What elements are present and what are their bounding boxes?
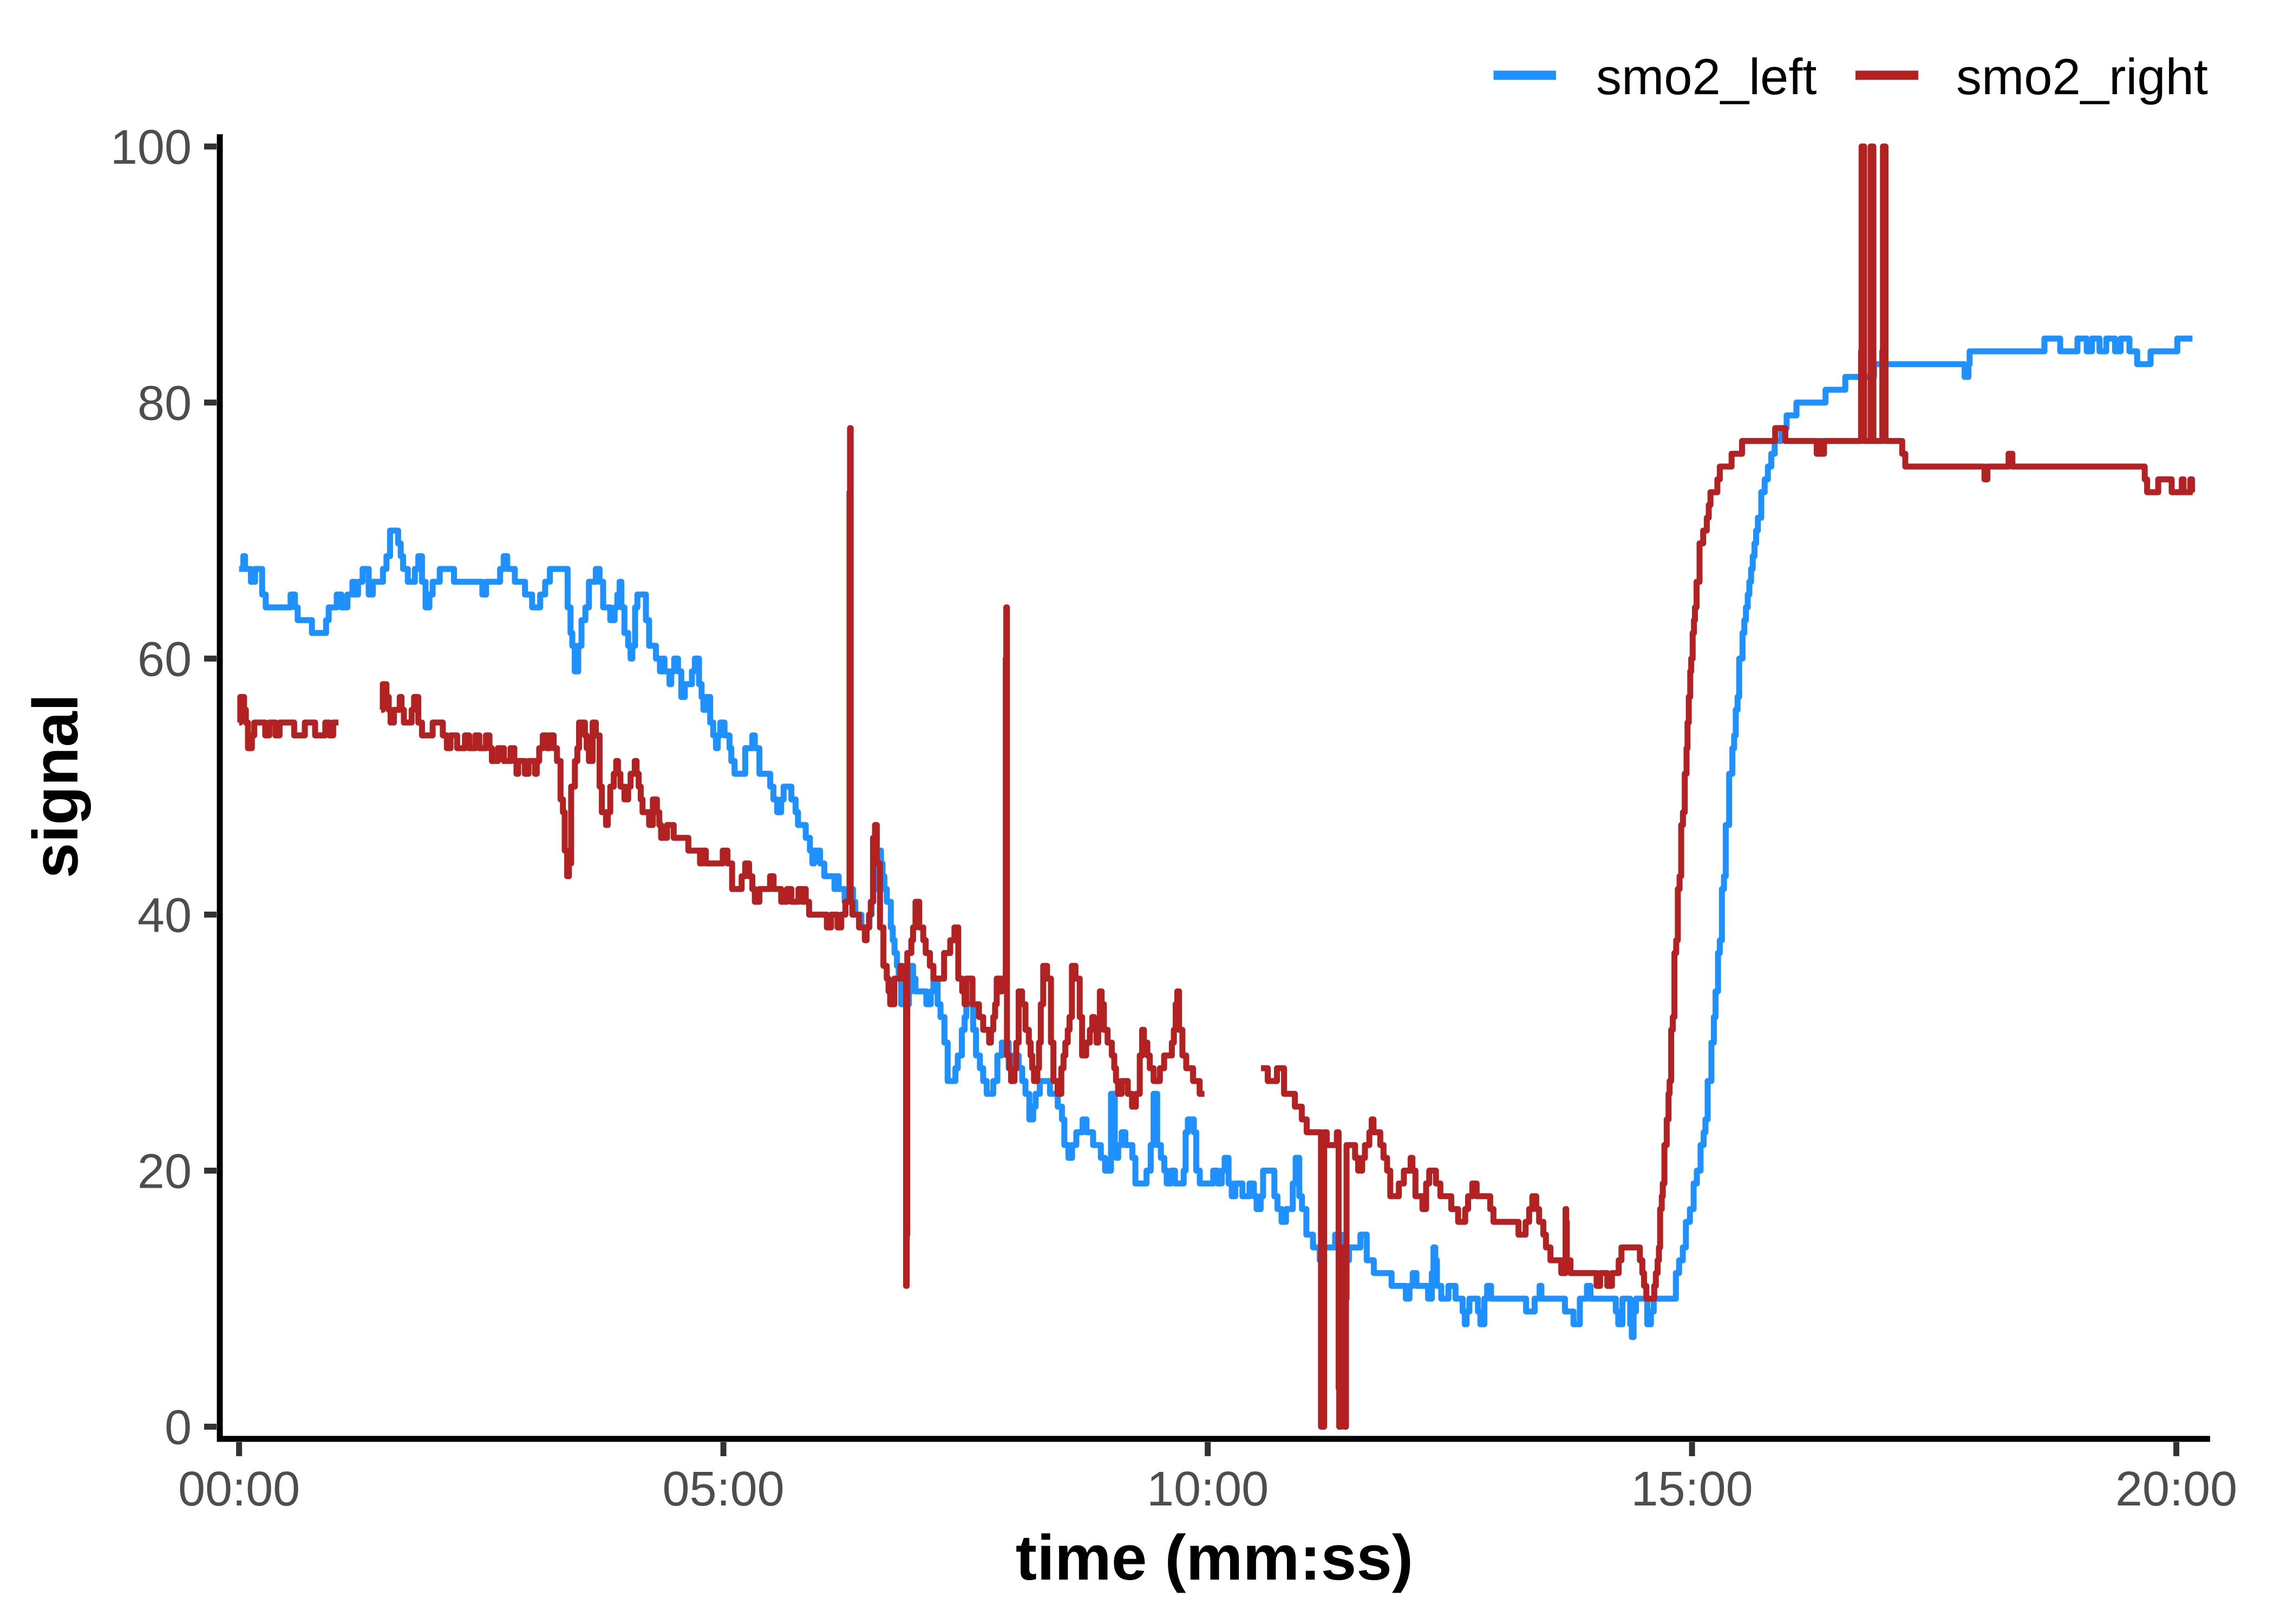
svg-text:10:00: 10:00 <box>1147 1462 1269 1516</box>
svg-text:smo2_left: smo2_left <box>1596 48 1817 105</box>
svg-text:100: 100 <box>110 121 192 175</box>
svg-text:20: 20 <box>138 1145 192 1199</box>
svg-text:20:00: 20:00 <box>2115 1462 2237 1516</box>
svg-text:smo2_right: smo2_right <box>1956 48 2208 105</box>
svg-text:05:00: 05:00 <box>662 1462 784 1516</box>
svg-text:15:00: 15:00 <box>1631 1462 1753 1516</box>
svg-text:60: 60 <box>138 633 192 687</box>
svg-text:0: 0 <box>165 1401 192 1455</box>
svg-text:40: 40 <box>138 889 192 943</box>
svg-text:80: 80 <box>138 377 192 431</box>
svg-text:time (mm:ss): time (mm:ss) <box>1016 1522 1413 1594</box>
svg-text:signal: signal <box>20 694 92 879</box>
svg-text:00:00: 00:00 <box>178 1462 300 1516</box>
